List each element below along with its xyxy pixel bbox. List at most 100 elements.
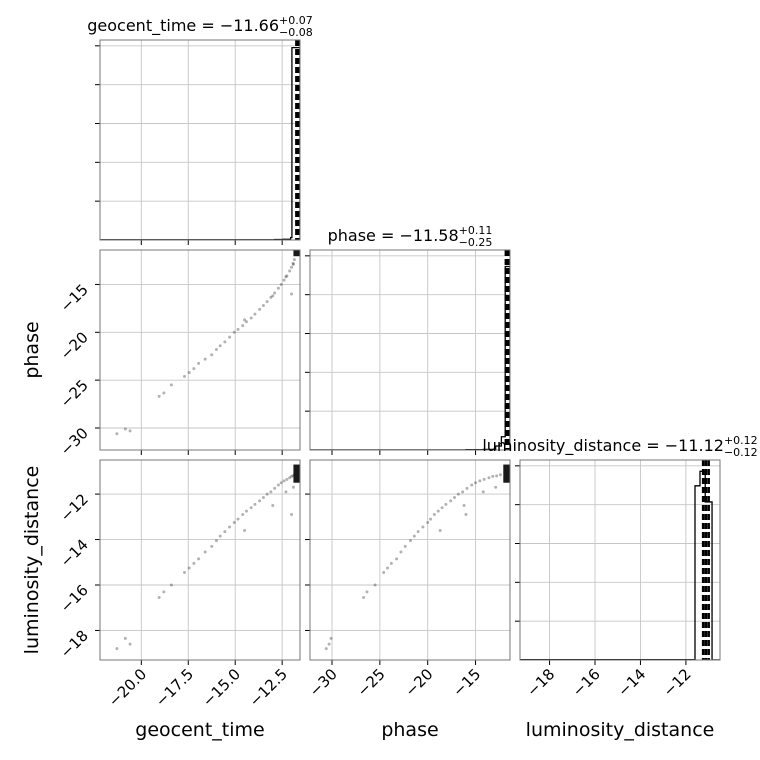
sample-point bbox=[265, 492, 269, 496]
sample-point bbox=[271, 294, 275, 298]
title-text: geocent_time = −11.66 bbox=[87, 16, 279, 36]
sample-point bbox=[223, 530, 227, 534]
sample-point bbox=[157, 394, 161, 398]
sample-point bbox=[282, 278, 286, 282]
x-tick-label: −20.0 bbox=[105, 665, 150, 710]
sample-point bbox=[292, 258, 296, 262]
sample-point bbox=[258, 499, 262, 503]
sample-point bbox=[115, 647, 119, 651]
x-tick-label: −15.0 bbox=[199, 665, 244, 710]
sample-point bbox=[327, 642, 331, 646]
hist2d-panel-luminosity_distance-vs-phase: −30 −25 −20 −15 phase bbox=[305, 459, 511, 741]
sample-point bbox=[438, 528, 442, 532]
density-core bbox=[503, 464, 510, 483]
sample-point bbox=[290, 292, 294, 296]
sample-point bbox=[362, 596, 366, 599]
sample-point bbox=[449, 499, 453, 503]
x-tick-label: −12 bbox=[660, 665, 695, 700]
sample-point bbox=[395, 557, 399, 561]
sample-point bbox=[291, 485, 295, 489]
sample-point bbox=[429, 517, 433, 521]
sample-point bbox=[382, 571, 386, 574]
x-tick-label: −16 bbox=[569, 665, 604, 700]
x-tick-label: −25 bbox=[354, 665, 389, 700]
sample-point bbox=[115, 432, 119, 436]
sample-point bbox=[470, 483, 474, 487]
sample-point bbox=[187, 566, 191, 570]
panel-title-geocent_time: geocent_time = −11.66+0.07 −0.08 bbox=[87, 14, 313, 39]
sample-point bbox=[474, 481, 478, 485]
sample-point bbox=[253, 312, 257, 316]
sample-point bbox=[465, 486, 469, 490]
sample-point bbox=[261, 496, 265, 499]
title-minus: −0.12 bbox=[724, 446, 758, 459]
sample-point bbox=[236, 327, 240, 331]
sample-point bbox=[282, 479, 286, 483]
sample-point bbox=[365, 590, 369, 594]
y-axis-label-phase: phase bbox=[21, 321, 43, 378]
sample-point bbox=[123, 636, 127, 640]
histogram-step-phase bbox=[310, 265, 510, 450]
sample-point bbox=[403, 544, 407, 548]
sample-point bbox=[408, 539, 412, 543]
y-tick-label: −25 bbox=[57, 376, 92, 411]
title-minus: −0.25 bbox=[459, 236, 493, 249]
sample-point bbox=[187, 370, 191, 374]
sample-point bbox=[214, 348, 218, 352]
title-plus: +0.12 bbox=[724, 434, 758, 447]
x-tick-label: −20 bbox=[401, 665, 436, 700]
sample-point bbox=[440, 506, 444, 510]
sample-point bbox=[290, 513, 294, 517]
y-tick-label: −20 bbox=[57, 328, 92, 363]
panel-frame bbox=[309, 459, 511, 661]
sample-point bbox=[228, 335, 232, 339]
histogram-step-luminosity_distance bbox=[520, 470, 720, 660]
sample-point bbox=[197, 557, 201, 561]
hist2d-panel-luminosity_distance-vs-geocent_time: −20.0 −17.5 −15.0 −12.5 geocent_time −18 −16 −1… bbox=[21, 459, 301, 741]
sample-point bbox=[273, 291, 277, 295]
sample-point bbox=[192, 367, 196, 371]
sample-point bbox=[288, 476, 292, 480]
sample-point bbox=[218, 534, 222, 538]
x-axis-label-phase: phase bbox=[381, 719, 438, 741]
sample-point bbox=[241, 324, 245, 328]
panel-frame bbox=[99, 459, 301, 661]
sample-point bbox=[279, 481, 283, 485]
sample-point bbox=[285, 274, 289, 278]
sample-point bbox=[464, 513, 468, 517]
sample-point bbox=[128, 429, 132, 433]
x-axis-label-geocent_time: geocent_time bbox=[135, 719, 264, 741]
sample-point bbox=[244, 509, 248, 513]
sample-point bbox=[279, 282, 283, 286]
sample-point bbox=[426, 521, 430, 524]
sample-point bbox=[223, 340, 227, 344]
sample-point bbox=[214, 539, 218, 543]
sample-point bbox=[265, 300, 269, 304]
panel-frame bbox=[99, 249, 301, 451]
histogram-step-geocent_time bbox=[100, 46, 300, 240]
sample-point bbox=[276, 286, 280, 290]
sample-point bbox=[192, 561, 196, 565]
sample-point bbox=[284, 490, 288, 494]
sample-point bbox=[218, 344, 222, 348]
sample-point bbox=[203, 550, 207, 554]
sample-point bbox=[290, 265, 294, 269]
sample-point bbox=[123, 427, 127, 431]
sample-point bbox=[386, 566, 390, 570]
y-axis-label-luminosity_distance: luminosity_distance bbox=[21, 466, 43, 655]
sample-point bbox=[421, 525, 425, 529]
sample-point bbox=[244, 320, 248, 324]
sample-point bbox=[399, 550, 403, 554]
sample-point bbox=[183, 571, 187, 574]
sample-point bbox=[258, 307, 262, 311]
x-tick-label: −12.5 bbox=[246, 665, 291, 710]
sample-point bbox=[452, 496, 456, 499]
x-tick-label: −17.5 bbox=[152, 665, 197, 710]
sample-point bbox=[456, 492, 460, 496]
sample-point bbox=[436, 509, 440, 513]
sample-point bbox=[273, 486, 277, 490]
density-core bbox=[293, 250, 300, 257]
title-minus: −0.08 bbox=[279, 26, 313, 39]
sample-point bbox=[243, 528, 247, 532]
